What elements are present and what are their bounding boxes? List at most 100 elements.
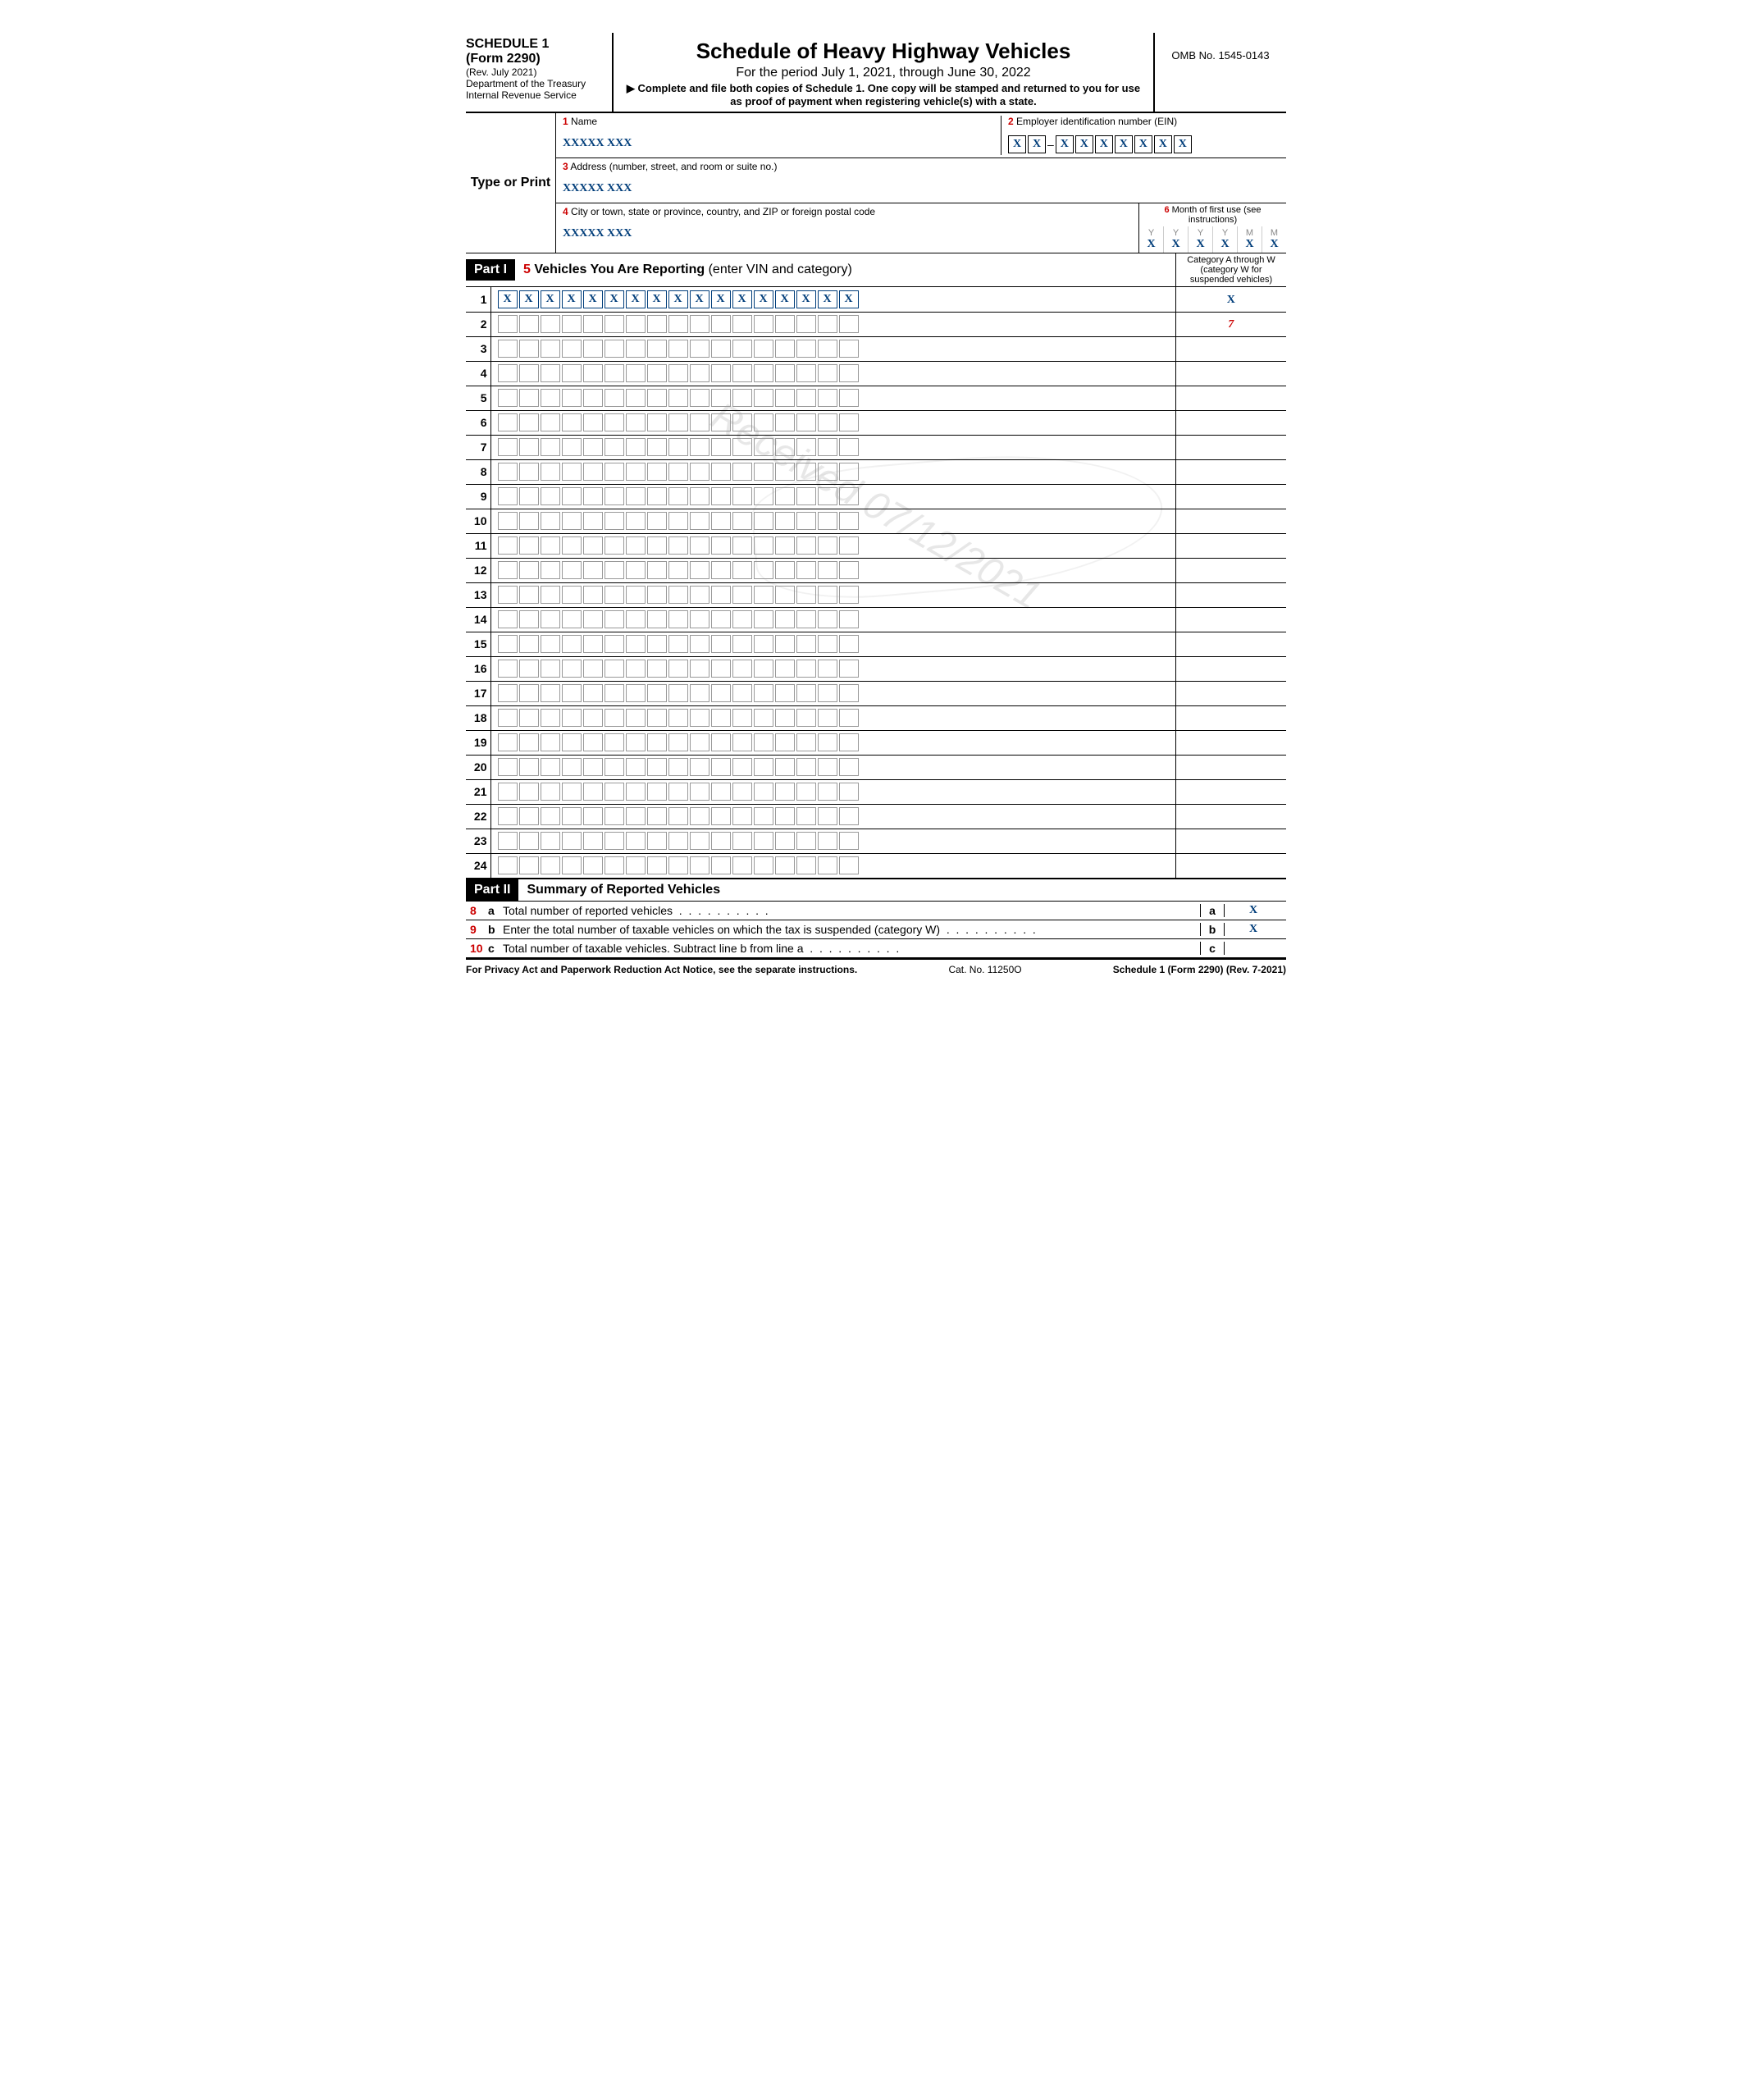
vin-box[interactable] — [775, 856, 795, 874]
vin-box[interactable] — [796, 536, 816, 555]
vin-box[interactable] — [605, 487, 624, 505]
vin-box[interactable] — [647, 487, 667, 505]
vin-box[interactable] — [839, 733, 859, 751]
ein-box[interactable]: X — [1028, 135, 1046, 153]
vin-box[interactable] — [839, 340, 859, 358]
vin-box[interactable] — [754, 364, 773, 382]
vin-box[interactable] — [541, 512, 560, 530]
vin-cell[interactable] — [490, 386, 1175, 410]
vin-box[interactable] — [690, 438, 709, 456]
vin-box[interactable] — [583, 709, 603, 727]
vin-box[interactable] — [541, 536, 560, 555]
vin-box[interactable] — [541, 856, 560, 874]
vin-box[interactable] — [519, 561, 539, 579]
vin-box[interactable] — [839, 635, 859, 653]
vin-box[interactable] — [583, 610, 603, 628]
vin-cell[interactable] — [490, 361, 1175, 386]
vin-box[interactable] — [605, 340, 624, 358]
vin-box[interactable] — [818, 315, 837, 333]
vin-box[interactable] — [583, 536, 603, 555]
vin-box[interactable] — [498, 315, 518, 333]
vin-box[interactable] — [754, 660, 773, 678]
vin-box[interactable] — [626, 389, 646, 407]
vin-box[interactable] — [732, 660, 752, 678]
vin-box[interactable] — [839, 364, 859, 382]
vin-box[interactable] — [839, 389, 859, 407]
vin-box[interactable] — [626, 536, 646, 555]
vin-box[interactable] — [626, 413, 646, 431]
vin-box[interactable] — [647, 512, 667, 530]
vin-box[interactable] — [818, 536, 837, 555]
vin-box[interactable] — [754, 315, 773, 333]
vin-box[interactable] — [690, 832, 709, 850]
vin-box[interactable] — [519, 438, 539, 456]
vin-box[interactable] — [754, 413, 773, 431]
vin-box[interactable] — [732, 512, 752, 530]
vin-box[interactable] — [732, 463, 752, 481]
vin-box[interactable] — [775, 586, 795, 604]
vin-box[interactable] — [775, 438, 795, 456]
vin-box[interactable] — [690, 758, 709, 776]
vin-box[interactable] — [498, 536, 518, 555]
vin-box[interactable] — [583, 487, 603, 505]
vin-box[interactable] — [796, 635, 816, 653]
vin-box[interactable] — [796, 610, 816, 628]
vin-box[interactable] — [796, 389, 816, 407]
vin-box[interactable] — [839, 832, 859, 850]
vin-box[interactable] — [839, 684, 859, 702]
vin-box[interactable] — [690, 684, 709, 702]
vin-box[interactable] — [711, 783, 731, 801]
vin-box[interactable] — [605, 610, 624, 628]
vin-box[interactable] — [541, 487, 560, 505]
vin-box[interactable] — [626, 807, 646, 825]
vin-box[interactable] — [732, 586, 752, 604]
vin-box[interactable] — [626, 438, 646, 456]
vin-box[interactable] — [775, 660, 795, 678]
vin-box[interactable] — [839, 315, 859, 333]
vin-box[interactable] — [754, 512, 773, 530]
vin-box[interactable] — [754, 463, 773, 481]
vin-box[interactable] — [839, 758, 859, 776]
vin-cell[interactable] — [490, 509, 1175, 533]
vin-box[interactable] — [541, 709, 560, 727]
vin-box[interactable] — [668, 635, 688, 653]
vin-box[interactable] — [605, 438, 624, 456]
vin-box[interactable] — [498, 438, 518, 456]
vin-box[interactable]: X — [626, 290, 646, 308]
vin-box[interactable] — [690, 315, 709, 333]
vin-box[interactable] — [519, 512, 539, 530]
vin-box[interactable] — [583, 364, 603, 382]
vin-box[interactable] — [818, 389, 837, 407]
vin-box[interactable] — [690, 364, 709, 382]
category-cell[interactable] — [1175, 853, 1286, 878]
vin-box[interactable] — [668, 758, 688, 776]
vin-box[interactable] — [754, 733, 773, 751]
vin-box[interactable] — [519, 364, 539, 382]
vin-box[interactable] — [668, 684, 688, 702]
vin-box[interactable] — [519, 536, 539, 555]
vin-box[interactable] — [626, 463, 646, 481]
vin-box[interactable] — [818, 832, 837, 850]
vin-box[interactable] — [605, 684, 624, 702]
vin-box[interactable] — [732, 709, 752, 727]
vin-box[interactable] — [519, 783, 539, 801]
vin-box[interactable] — [562, 413, 582, 431]
vin-box[interactable] — [690, 783, 709, 801]
vin-box[interactable] — [732, 733, 752, 751]
vin-box[interactable]: X — [498, 290, 518, 308]
vin-box[interactable] — [605, 561, 624, 579]
month-col[interactable]: MX — [1262, 226, 1286, 253]
vin-box[interactable] — [711, 586, 731, 604]
vin-box[interactable] — [668, 832, 688, 850]
ein-box[interactable]: X — [1134, 135, 1152, 153]
category-cell[interactable] — [1175, 484, 1286, 509]
vin-box[interactable] — [775, 463, 795, 481]
vin-box[interactable] — [519, 413, 539, 431]
vin-box[interactable] — [839, 536, 859, 555]
vin-cell[interactable] — [490, 804, 1175, 829]
vin-box[interactable] — [775, 832, 795, 850]
vin-box[interactable] — [796, 783, 816, 801]
vin-box[interactable] — [732, 438, 752, 456]
vin-box[interactable] — [605, 413, 624, 431]
vin-box[interactable] — [498, 684, 518, 702]
